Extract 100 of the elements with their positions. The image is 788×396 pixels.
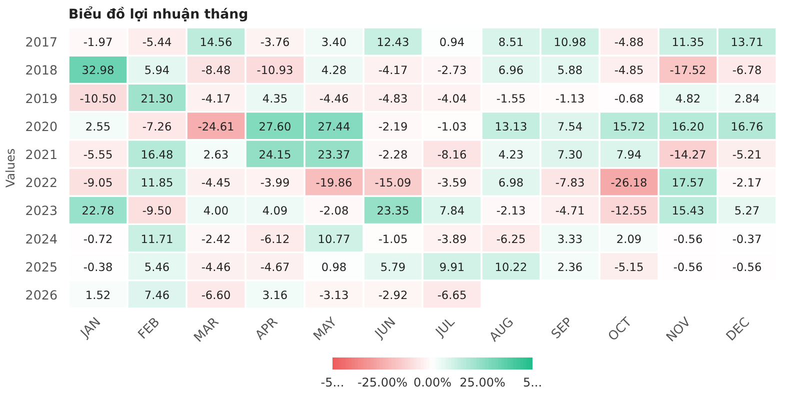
y-tick-label: 2022	[25, 175, 58, 190]
data-label: -24.61	[198, 119, 234, 134]
data-label: 4.23	[498, 147, 524, 162]
x-tick-label: FEB	[134, 314, 162, 342]
data-label: -3.59	[437, 176, 467, 190]
data-label: 16.76	[730, 119, 764, 134]
data-label: 4.28	[321, 63, 347, 78]
data-label: 9.91	[439, 260, 465, 274]
x-tick-label: SEP	[548, 314, 576, 342]
data-label: -6.65	[437, 288, 467, 302]
data-label: -6.25	[496, 232, 526, 246]
chart-title: Biểu đồ lợi nhuận tháng	[68, 6, 248, 22]
data-label: -17.52	[670, 63, 706, 78]
data-label: -1.03	[437, 119, 467, 134]
data-label: 23.37	[318, 147, 350, 162]
data-label: -0.38	[83, 260, 113, 274]
data-label: -3.13	[319, 288, 349, 302]
color-bar-label: 25.00%	[460, 376, 506, 390]
data-label: -7.83	[555, 176, 585, 190]
data-label: -3.89	[437, 232, 467, 246]
data-label: 5.79	[380, 260, 406, 274]
data-label: 5.88	[557, 63, 583, 78]
data-label: 2.36	[557, 260, 583, 274]
data-label: -4.46	[319, 91, 349, 106]
data-label: -9.50	[142, 204, 172, 218]
data-label: -2.92	[378, 288, 408, 302]
data-label: 2.63	[203, 147, 229, 162]
data-label: -4.46	[201, 260, 231, 274]
data-label: 2.84	[734, 91, 760, 106]
data-label: -3.99	[260, 176, 290, 190]
data-label: 3.16	[262, 288, 288, 302]
data-label: 23.35	[376, 204, 410, 218]
data-label: -5.21	[732, 147, 762, 162]
y-tick-label: 2026	[25, 287, 58, 302]
data-label: 10.22	[494, 260, 528, 274]
data-label: -6.12	[260, 232, 290, 246]
data-label: -19.86	[316, 176, 352, 190]
data-label: 10.98	[554, 35, 586, 50]
data-label: -26.18	[610, 176, 648, 190]
data-label: -12.55	[610, 204, 648, 218]
y-tick-label: 2018	[25, 62, 58, 78]
data-label: 17.57	[672, 176, 704, 190]
data-label: 4.35	[262, 91, 288, 106]
data-label: -4.85	[614, 63, 644, 78]
data-label: 4.09	[262, 204, 288, 218]
data-label: 13.71	[730, 35, 764, 50]
data-label: -2.17	[732, 176, 762, 190]
data-label: 22.78	[82, 204, 114, 218]
data-label: -0.72	[83, 232, 113, 246]
x-tick-label: JUL	[432, 314, 458, 340]
data-label: -1.05	[378, 232, 408, 246]
data-label: 7.30	[557, 147, 583, 162]
data-label: -10.50	[80, 91, 116, 106]
data-label: 12.43	[376, 35, 410, 50]
data-label: 11.35	[672, 35, 704, 50]
data-label: -2.08	[319, 204, 349, 218]
data-label: -0.68	[614, 91, 644, 106]
data-label: -4.83	[378, 91, 408, 106]
data-label: 16.48	[140, 147, 174, 162]
data-label: -0.56	[673, 232, 703, 246]
data-label: 2.55	[85, 119, 111, 134]
y-tick-label: 2023	[25, 203, 58, 218]
y-tick-label: 2020	[25, 118, 58, 134]
data-label: -5.55	[83, 147, 113, 162]
data-label: 3.33	[557, 232, 583, 246]
data-label: -8.16	[437, 147, 467, 162]
data-label: -4.45	[201, 176, 231, 190]
data-label: -4.88	[614, 35, 644, 50]
data-label: -5.44	[142, 35, 172, 50]
data-label: 4.00	[203, 204, 229, 218]
data-label: 16.20	[672, 119, 704, 134]
y-tick-label: 2017	[25, 34, 58, 50]
color-bar-label: -5...	[320, 376, 344, 390]
data-label: 5.46	[144, 260, 170, 274]
y-axis-title: Values	[3, 148, 18, 188]
data-label: 3.40	[321, 35, 347, 50]
data-label: 7.94	[616, 147, 642, 162]
data-label: 11.85	[140, 176, 174, 190]
data-label: -1.55	[496, 91, 526, 106]
data-label: -14.27	[670, 147, 706, 162]
data-label: -2.28	[378, 147, 408, 162]
data-label: -4.17	[378, 63, 408, 78]
data-label: 5.27	[734, 204, 760, 218]
data-label: 14.56	[200, 35, 232, 50]
data-label: -10.93	[256, 63, 294, 78]
data-label: -2.42	[201, 232, 231, 246]
data-label: -4.17	[201, 91, 231, 106]
y-tick-label: 2024	[25, 231, 58, 246]
data-label: -5.15	[614, 260, 644, 274]
data-label: -0.37	[732, 232, 762, 246]
data-label: -2.19	[378, 119, 408, 134]
y-tick-label: 2019	[25, 90, 58, 106]
color-bar-label: 0.00%	[413, 376, 452, 390]
y-tick-label: 2021	[25, 146, 58, 162]
data-label: -2.13	[496, 204, 526, 218]
data-label: -4.71	[555, 204, 585, 218]
data-label: -15.09	[374, 176, 412, 190]
data-label: 11.71	[140, 232, 174, 246]
data-label: 0.98	[321, 260, 347, 274]
y-tick-label: 2025	[25, 259, 58, 274]
